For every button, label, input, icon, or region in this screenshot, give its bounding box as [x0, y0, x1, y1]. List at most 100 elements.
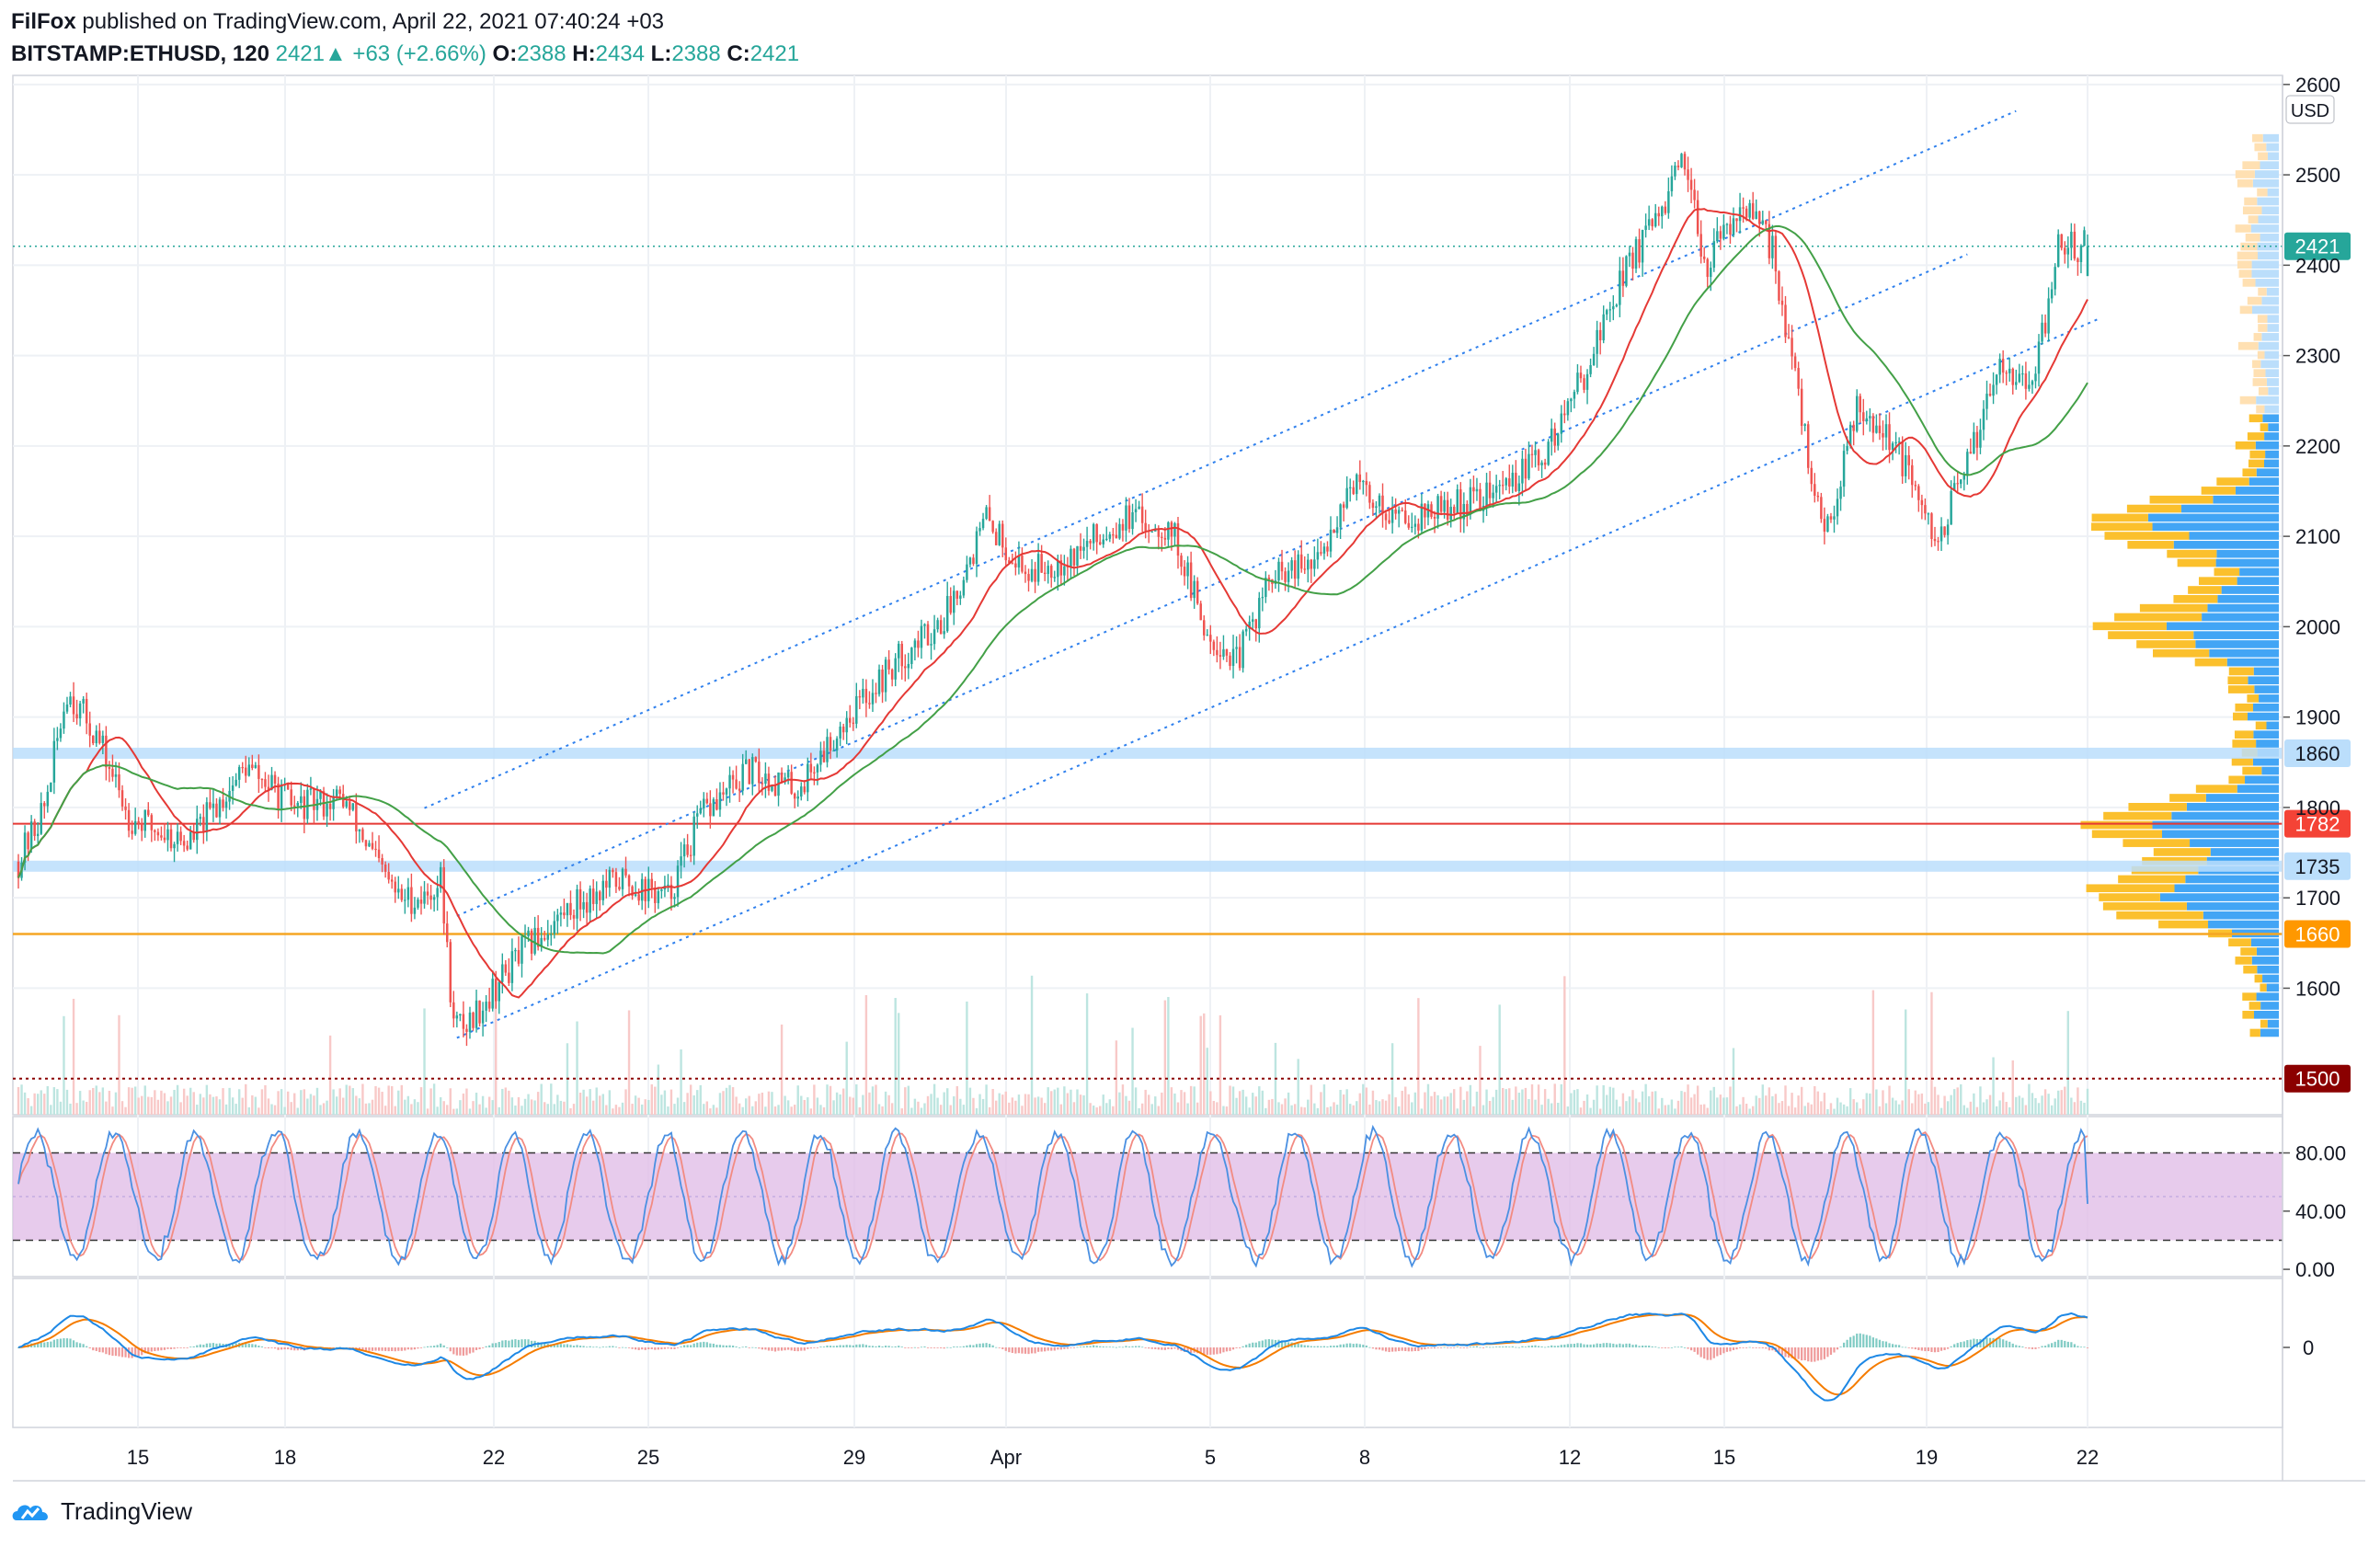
macd-histogram-bar: [667, 1347, 669, 1349]
volume-profile-down: [2247, 432, 2265, 441]
candle-body: [1570, 398, 1573, 402]
macd-histogram-bar: [1570, 1344, 1573, 1347]
candle-body: [413, 907, 417, 914]
macd-histogram-bar: [2005, 1340, 2008, 1347]
volume-profile-down: [2239, 395, 2257, 405]
volume-bar: [2011, 1060, 2014, 1115]
volume-bar: [1615, 1099, 1619, 1115]
volume-profile-up: [2266, 143, 2279, 152]
macd-histogram-bar: [884, 1346, 887, 1347]
macd-histogram-bar: [686, 1345, 689, 1347]
volume-bar: [358, 1098, 361, 1115]
volume-bar: [777, 1105, 780, 1115]
macd-histogram-bar: [1683, 1346, 1687, 1348]
macd-histogram-bar: [475, 1347, 478, 1350]
volume-profile-down: [2253, 333, 2262, 341]
volume-bar: [1313, 1103, 1316, 1115]
volume-bar: [953, 1096, 955, 1115]
author-name[interactable]: FilFox: [11, 9, 76, 34]
volume-profile-down: [2248, 414, 2263, 423]
macd-histogram-bar: [1585, 1344, 1589, 1347]
volume-bar: [88, 1090, 91, 1115]
volume-profile-down: [2258, 287, 2267, 296]
volume-profile-up: [2248, 477, 2279, 486]
macd-histogram-bar: [1911, 1347, 1914, 1349]
candle-body: [521, 936, 523, 964]
symbol-label[interactable]: BITSTAMP:ETHUSD, 120: [11, 41, 269, 66]
x-tick-label: 29: [843, 1446, 865, 1469]
volume-bar: [738, 1103, 741, 1115]
volume-bar: [578, 1093, 582, 1115]
volume-bar: [981, 1098, 985, 1115]
macd-histogram-bar: [387, 1347, 390, 1352]
volume-bar: [237, 1089, 241, 1115]
volume-bar: [1453, 1089, 1456, 1115]
candle-body: [553, 921, 556, 934]
macd-histogram-bar: [771, 1347, 773, 1351]
macd-histogram-bar: [1173, 1347, 1176, 1349]
candle-body: [1173, 522, 1176, 537]
candle-body: [508, 972, 510, 983]
macd-histogram-bar: [273, 1347, 277, 1349]
volume-bar: [803, 1099, 806, 1115]
macd-histogram-bar: [735, 1346, 738, 1347]
volume-profile-up: [2208, 920, 2279, 929]
macd-histogram-bar: [1004, 1347, 1007, 1351]
candle-body: [748, 759, 750, 785]
candle-body: [1528, 453, 1530, 479]
volume-profile-up: [2251, 305, 2279, 315]
volume-bar: [1254, 1096, 1257, 1115]
macd-histogram-bar: [1252, 1342, 1254, 1347]
candle-body: [1115, 534, 1118, 539]
chart-header: FilFox published on TradingView.com, Apr…: [11, 6, 799, 70]
volume-bar: [884, 1091, 887, 1115]
candle-body: [326, 803, 328, 817]
macd-histogram-bar: [910, 1347, 913, 1348]
volume-bar: [907, 1085, 910, 1115]
macd-histogram-bar: [228, 1343, 231, 1347]
candle-body: [235, 779, 237, 785]
candle-body: [1420, 503, 1424, 531]
volume-bar: [1998, 1100, 2001, 1115]
macd-histogram-bar: [449, 1347, 452, 1352]
candle-body: [1112, 533, 1115, 536]
tradingview-logo[interactable]: TradingView: [9, 1497, 192, 1526]
macd-histogram-bar: [517, 1339, 521, 1347]
candle-body: [1797, 368, 1800, 389]
candle-body: [917, 640, 920, 648]
candle-body: [1508, 478, 1511, 487]
volume-profile-up: [2267, 315, 2279, 324]
volume-bar: [1745, 1104, 1748, 1115]
volume-bar: [449, 1088, 452, 1115]
volume-bar: [1176, 1102, 1180, 1115]
volume-profile-up: [2173, 541, 2279, 549]
candle-body: [1732, 218, 1735, 235]
macd-histogram-bar: [624, 1346, 627, 1348]
macd-histogram-bar: [43, 1342, 46, 1347]
volume-profile-down: [2239, 305, 2252, 315]
macd-histogram-bar: [1576, 1343, 1579, 1347]
candle-body: [608, 869, 612, 888]
volume-bar: [154, 1090, 156, 1115]
candle-body: [1621, 270, 1625, 286]
volume-bar: [978, 1094, 981, 1115]
macd-histogram-bar: [966, 1345, 968, 1347]
volume-bar: [1082, 1094, 1085, 1115]
macd-histogram-bar: [1862, 1334, 1865, 1347]
volume-bar: [2018, 1095, 2021, 1115]
macd-histogram-bar: [855, 1344, 858, 1347]
volume-bar: [917, 1101, 920, 1115]
candle-body: [1394, 509, 1397, 514]
candle-body: [601, 880, 605, 900]
x-tick-label: 18: [274, 1446, 296, 1469]
candle-body: [559, 912, 563, 915]
candle-body: [1755, 211, 1757, 220]
candle-body: [1833, 516, 1836, 520]
volume-bar: [2008, 1106, 2011, 1115]
macd-line: [17, 1312, 2088, 1402]
volume-bar: [699, 1084, 702, 1115]
currency-label: USD: [2291, 101, 2329, 121]
volume-bar: [946, 1088, 949, 1115]
macd-histogram-bar: [1631, 1345, 1634, 1347]
